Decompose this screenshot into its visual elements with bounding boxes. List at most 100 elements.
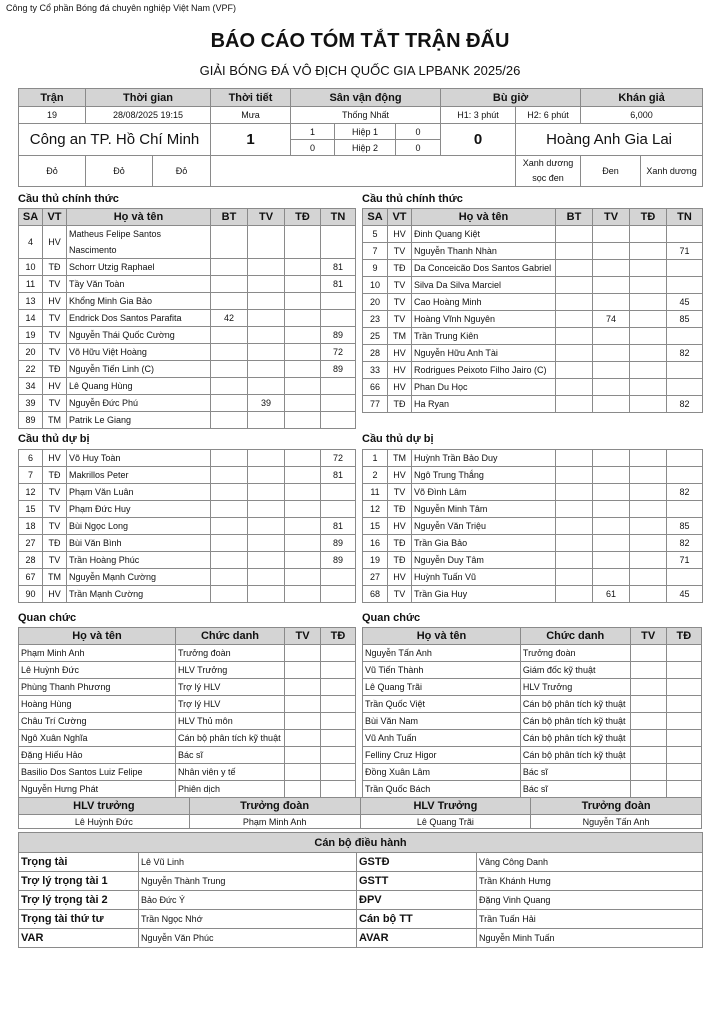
header-added-time: Bù giờ xyxy=(440,88,582,107)
yellow-card xyxy=(592,225,630,243)
goal xyxy=(555,449,593,467)
player-row: 10 TĐ Schorr Utzig Raphael 81 xyxy=(18,258,356,276)
yellow-card xyxy=(284,746,321,764)
player-row: 20 TV Võ Hữu Việt Hoàng 72 xyxy=(18,343,356,361)
away-team-manager: Nguyễn Tấn Anh xyxy=(530,814,702,829)
yellow-card xyxy=(592,483,630,501)
shirt-number: 34 xyxy=(18,377,43,395)
shirt-number: 89 xyxy=(18,411,43,429)
player-name: Lê Quang Hùng xyxy=(66,377,211,395)
substitution: 81 xyxy=(320,517,356,535)
player-name: Da Conceicão Dos Santos Gabriel xyxy=(411,259,556,277)
half2-label: Hiệp 2 xyxy=(334,139,397,156)
home-head-coach: Lê Huỳnh Đức xyxy=(18,814,190,829)
player-name: Nguyễn Minh Tâm xyxy=(411,500,556,518)
red-card xyxy=(629,378,667,396)
position: TV xyxy=(42,517,67,535)
yellow-card xyxy=(284,695,321,713)
goal xyxy=(210,275,248,293)
goal xyxy=(555,259,593,277)
yellow-card xyxy=(592,259,630,277)
official-row: Trần Quốc Bách Bác sĩ xyxy=(362,780,703,798)
official-name: Felliny Cruz Higor xyxy=(362,746,521,764)
shirt-number: 22 xyxy=(18,360,43,378)
goal xyxy=(210,551,248,569)
shirt-number: 6 xyxy=(18,449,43,467)
position: TĐ xyxy=(42,258,67,276)
red-card xyxy=(629,466,667,484)
goal xyxy=(555,276,593,294)
goal xyxy=(555,327,593,345)
away-score: 0 xyxy=(440,123,517,156)
player-row: 22 TĐ Nguyễn Tiến Linh (C) 89 xyxy=(18,360,356,378)
red-card xyxy=(665,712,703,730)
yellow-card xyxy=(592,395,630,413)
role-label: Trợ lý trọng tài 1 xyxy=(18,871,139,891)
away-team-name: Hoàng Anh Gia Lai xyxy=(515,123,704,156)
shirt-number: 1 xyxy=(362,449,388,467)
position: TV xyxy=(387,276,412,294)
official-name: Nguyễn Hưng Phát xyxy=(18,780,176,798)
header-stadium: Sân vận động xyxy=(290,88,442,107)
player-name: Phạm Đức Huy xyxy=(66,500,211,518)
official-row: Bùi Văn Nam Cán bộ phân tích kỹ thuật xyxy=(362,712,703,730)
official-role: Cán bộ phân tích kỹ thuật xyxy=(519,746,631,764)
red-card xyxy=(284,394,321,412)
away-head-coach: Lê Quang Trãi xyxy=(359,814,532,829)
player-row: 19 TĐ Nguyễn Duy Tâm 71 xyxy=(362,551,703,569)
goal xyxy=(555,534,593,552)
shirt-number: 28 xyxy=(362,344,388,362)
table-header-row: Họ và tên Chức danh TV TĐ xyxy=(18,627,356,645)
column-header-red-card: TĐ xyxy=(665,627,703,645)
shirt-number: 7 xyxy=(18,466,43,484)
match-number: 19 xyxy=(18,106,86,124)
substitution xyxy=(320,483,356,501)
goal xyxy=(555,310,593,328)
substitution: 89 xyxy=(320,534,356,552)
role-label: GSTĐ xyxy=(356,852,477,872)
official-row: Đồng Xuân Lâm Bác sĩ xyxy=(362,763,703,781)
red-card xyxy=(284,551,321,569)
goal xyxy=(555,483,593,501)
player-name: Võ Huy Toàn xyxy=(66,449,211,467)
shirt-number: 27 xyxy=(18,534,43,552)
official-name: Châu Trí Cường xyxy=(18,712,176,730)
yellow-card xyxy=(629,712,667,730)
substitution: 45 xyxy=(666,585,703,603)
substitution: 82 xyxy=(666,344,703,362)
home-subs-table: 6 HV Võ Huy Toàn 72 7 TĐ Makrillos Peter 81 12 TV… xyxy=(18,449,356,603)
goal: 42 xyxy=(210,309,248,327)
position: HV xyxy=(387,568,412,586)
substitution: 89 xyxy=(320,326,356,344)
goal xyxy=(555,225,593,243)
shirt-number: 10 xyxy=(18,258,43,276)
substitution xyxy=(320,585,356,603)
shirt-number: 10 xyxy=(362,276,388,294)
player-row: 4 HV Matheus Felipe Santos Nascimento xyxy=(18,225,356,259)
shirt-number: 23 xyxy=(362,310,388,328)
player-row: 34 HV Lê Quang Hùng xyxy=(18,377,356,395)
position: TV xyxy=(387,293,412,311)
substitution xyxy=(666,500,703,518)
official-row: Lê Huỳnh Đức HLV Trưởng xyxy=(18,661,356,679)
shirt-number: 67 xyxy=(18,568,43,586)
player-row: 12 TĐ Nguyễn Minh Tâm xyxy=(362,500,703,518)
column-header-substitution: TN xyxy=(320,208,356,226)
goal xyxy=(210,534,248,552)
home-team-manager-header: Trưởng đoàn xyxy=(188,797,361,815)
position: TM xyxy=(387,449,412,467)
role-label: VAR xyxy=(18,928,139,948)
substitution xyxy=(320,500,356,518)
shirt-number: 11 xyxy=(18,275,43,293)
position: TĐ xyxy=(387,500,412,518)
player-name: Nguyễn Đức Phú xyxy=(66,394,211,412)
player-row: 5 HV Đinh Quang Kiệt xyxy=(362,225,703,243)
referee-row: Trợ lý trọng tài 1 Nguyễn Thành Trung GSTT… xyxy=(18,871,704,891)
away-kit-color-1: Xanh dương sọc đen xyxy=(515,155,582,187)
half2-home-score: 0 xyxy=(290,139,336,156)
column-header-red-card: TĐ xyxy=(284,208,321,226)
official-row: Vũ Anh Tuấn Cán bộ phân tích kỹ thuật xyxy=(362,729,703,747)
goal xyxy=(210,466,248,484)
official-name: Trần Quốc Việt xyxy=(362,695,521,713)
position: TV xyxy=(42,343,67,361)
